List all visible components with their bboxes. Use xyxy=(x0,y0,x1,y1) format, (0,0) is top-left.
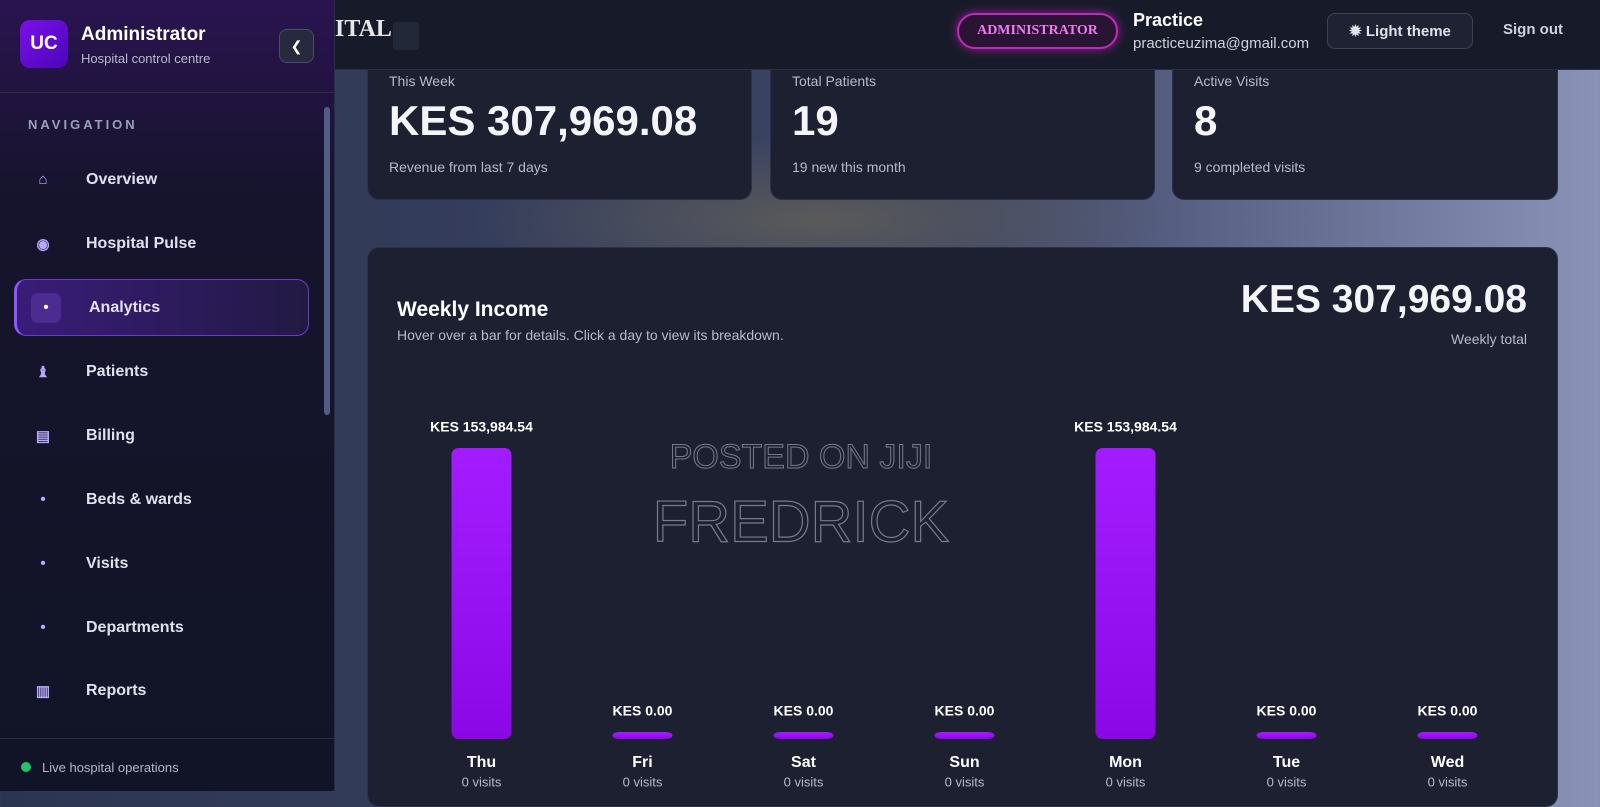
nav-label: Beds & wards xyxy=(86,490,192,508)
stat-note: 19 new this month xyxy=(792,159,906,175)
chart-title: Weekly Income xyxy=(397,298,549,321)
nav-heading: NAVIGATION xyxy=(28,117,138,132)
title-icon xyxy=(393,22,419,50)
value-label: KES 0.00 xyxy=(1418,703,1478,719)
theme-label: Light theme xyxy=(1365,22,1451,40)
nav-item[interactable]: • Analytics xyxy=(14,279,309,336)
value-label: KES 0.00 xyxy=(935,703,995,719)
value-label: KES 0.00 xyxy=(613,703,673,719)
visit-label: 0 visits xyxy=(1428,774,1468,789)
visit-label: 0 visits xyxy=(945,774,985,789)
nav-label: Visits xyxy=(86,554,129,572)
stat-card: Total Patients 19 19 new this month xyxy=(770,50,1155,200)
bar[interactable] xyxy=(934,732,995,739)
x-tick-label: Wed xyxy=(1431,754,1464,771)
stat-card: Active Visits 8 9 completed visits xyxy=(1172,50,1558,200)
status-dot xyxy=(21,762,31,772)
collapse-button[interactable]: ❮ xyxy=(279,29,314,63)
nav-label: Analytics xyxy=(89,298,161,316)
stat-label: Active Visits xyxy=(1194,73,1270,89)
stat-label: Total Patients xyxy=(792,73,877,89)
stat-note: Revenue from last 7 days xyxy=(389,159,548,175)
divider xyxy=(0,738,335,739)
role-badge: ADMINISTRATOR xyxy=(957,13,1118,49)
nav-item[interactable]: • Departments xyxy=(40,618,184,637)
stat-note: 9 completed visits xyxy=(1194,159,1306,175)
value-label: KES 0.00 xyxy=(1257,703,1317,719)
nav-label: Patients xyxy=(86,362,149,380)
value-label: KES 153,984.54 xyxy=(1074,419,1177,435)
stat-card: This Week KES 307,969.08 Revenue from last… xyxy=(367,50,752,200)
chart-subtitle: Hover over a bar for details. Click a da… xyxy=(397,327,784,343)
x-tick-label: Mon xyxy=(1109,754,1142,771)
nav-item[interactable]: ▤ Billing xyxy=(35,426,135,445)
chart-card: Weekly Income Hover over a bar for detai… xyxy=(367,247,1558,807)
stat-label: This Week xyxy=(389,73,455,89)
nav-item[interactable]: ◉ Hospital Pulse xyxy=(36,234,197,253)
app-title: ITAL xyxy=(335,16,392,42)
scrollbar xyxy=(324,107,330,415)
x-tick-label: Fri xyxy=(632,754,652,771)
nav-label: Overview xyxy=(86,170,158,188)
visit-label: 0 visits xyxy=(784,774,824,789)
x-tick-label: Thu xyxy=(467,754,496,771)
nav-item[interactable]: ▥ Reports xyxy=(35,681,147,700)
divider xyxy=(0,92,335,93)
nav-label: Hospital Pulse xyxy=(86,234,197,252)
stat-value: 19 xyxy=(792,97,839,144)
user-email: practiceuzima@gmail.com xyxy=(1133,35,1310,52)
nav-label: Reports xyxy=(86,681,147,699)
watermark: POSTED ON JIJI xyxy=(670,438,933,476)
sidebar-subtitle: Hospital control centre xyxy=(81,51,211,66)
theme-button[interactable]: ✹ Light theme xyxy=(1327,13,1473,49)
sign-out[interactable]: Sign out xyxy=(1503,21,1563,38)
value-label: KES 0.00 xyxy=(774,703,834,719)
logo: UC xyxy=(20,20,68,68)
bar[interactable] xyxy=(1095,448,1156,739)
stat-value: KES 307,969.08 xyxy=(389,97,698,144)
x-tick-label: Tue xyxy=(1273,754,1300,771)
user-name: Practice xyxy=(1133,10,1204,30)
bar[interactable] xyxy=(451,448,512,739)
visit-label: 0 visits xyxy=(623,774,663,789)
sidebar: UC Administrator Hospital control centre… xyxy=(0,0,335,791)
bar[interactable] xyxy=(1256,732,1317,739)
visit-label: 0 visits xyxy=(1106,774,1146,789)
visit-label: 0 visits xyxy=(462,774,502,789)
weekly-total-caption: Weekly total xyxy=(1451,331,1527,347)
status-text: Live hospital operations xyxy=(42,760,179,775)
x-tick-label: Sun xyxy=(949,754,979,771)
bar[interactable] xyxy=(1417,732,1478,739)
nav-item[interactable]: • Beds & wards xyxy=(40,490,192,509)
nav-label: Departments xyxy=(86,618,184,636)
nav-item[interactable]: ⌂ Overview xyxy=(38,170,158,189)
sidebar-title: Administrator xyxy=(81,24,206,45)
visit-label: 0 visits xyxy=(1267,774,1307,789)
bar[interactable] xyxy=(612,732,673,739)
nav-item[interactable]: ♝ Patients xyxy=(36,362,149,381)
topbar: ITAL ADMINISTRATOR Practice practiceuzim… xyxy=(335,0,1600,70)
nav-label: Billing xyxy=(86,426,135,444)
value-label: KES 153,984.54 xyxy=(430,419,533,435)
bar[interactable] xyxy=(773,732,834,739)
watermark: FREDRICK xyxy=(653,489,950,554)
x-tick-label: Sat xyxy=(791,754,817,771)
chart: POSTED ON JIJI FREDRICK KES 153,984.54 Th… xyxy=(430,419,1478,790)
stat-value: 8 xyxy=(1194,97,1218,144)
weekly-total: KES 307,969.08 xyxy=(1240,278,1527,321)
nav-item[interactable]: • Visits xyxy=(40,554,129,573)
